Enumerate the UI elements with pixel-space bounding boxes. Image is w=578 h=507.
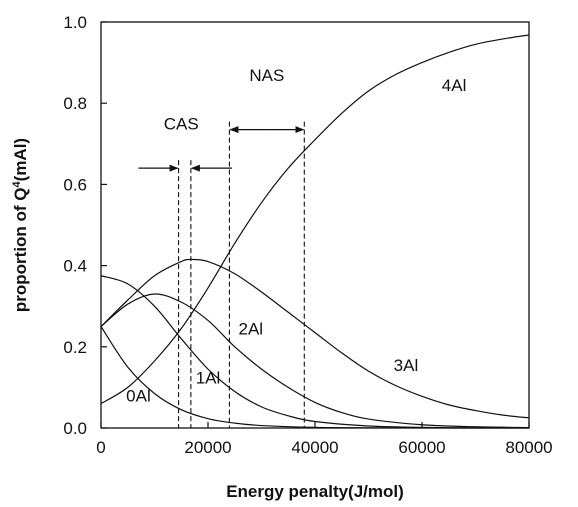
y-tick-label: 0.8 [63, 94, 87, 113]
series-label-3al: 3Al [394, 356, 419, 375]
x-tick-label: 0 [96, 438, 105, 457]
y-tick-label: 0.2 [63, 338, 87, 357]
series-labels: 0Al 1Al 2Al 3Al 4Al [126, 76, 466, 406]
series-lines [100, 34, 530, 429]
y-tick-label: 0.6 [63, 175, 87, 194]
series-label-1al: 1Al [196, 368, 221, 387]
range-annotations: CAS NAS [138, 66, 305, 172]
y-axis-title: proportion of Q4(mAl) [11, 138, 30, 312]
x-tick-label: 40000 [291, 438, 338, 457]
range-markers [178, 121, 305, 428]
axis-ticks: 0 20000 40000 60000 80000 0.0 0.2 0.4 0.6 0.8 1.0 [63, 13, 552, 457]
series-line-4al [100, 34, 530, 405]
series-line-0al [100, 326, 530, 429]
series-line-2al [100, 293, 530, 429]
y-tick-label: 0.4 [63, 257, 87, 276]
x-tick-label: 80000 [505, 438, 552, 457]
x-tick-label: 20000 [184, 438, 231, 457]
y-tick-label: 0.0 [63, 419, 87, 438]
series-label-0al: 0Al [126, 387, 151, 406]
series-label-4al: 4Al [442, 76, 467, 95]
y-tick-label: 1.0 [63, 13, 87, 32]
series-line-3al [100, 258, 530, 419]
series-label-2al: 2Al [239, 320, 264, 339]
range-label-nas: NAS [249, 66, 284, 85]
x-tick-label: 60000 [398, 438, 445, 457]
range-label-cas: CAS [164, 115, 199, 134]
series-line-1al [100, 275, 530, 429]
x-axis-title: Energy penalty(J/mol) [226, 482, 404, 501]
